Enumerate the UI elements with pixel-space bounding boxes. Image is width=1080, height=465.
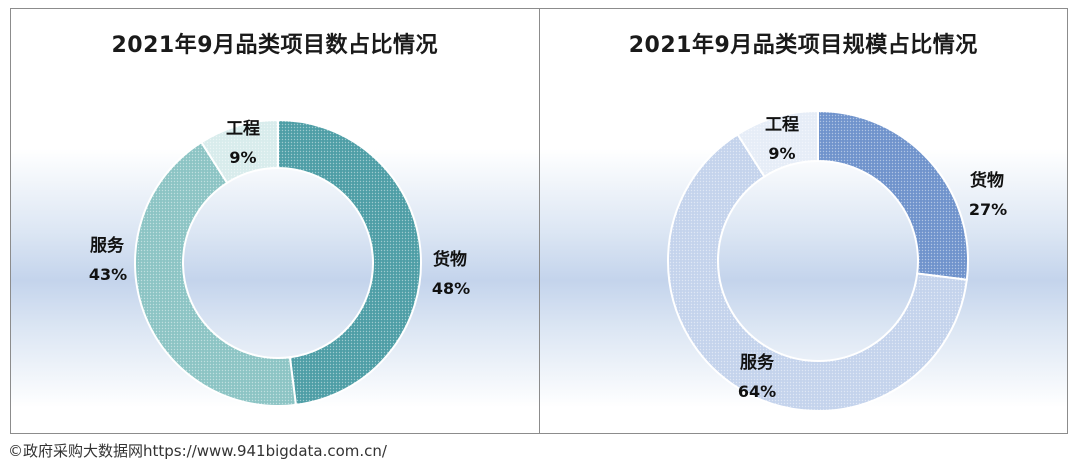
slice-value-label: 64% — [737, 382, 775, 401]
chart-title: 2021年9月品类项目规模占比情况 — [628, 33, 978, 58]
chart-title: 2021年9月品类项目数占比情况 — [111, 33, 439, 58]
slice-category-label: 货物 — [970, 170, 1004, 191]
slice-category-label: 工程 — [226, 119, 260, 139]
charts-container: 2021年9月品类项目数占比情况 货物 48% 服务 43% 工程 9% 2021年9月品… — [10, 8, 1068, 434]
copyright-footer: ©政府采购大数据网https://www.941bigdata.com.cn/ — [8, 442, 387, 460]
donut-chart-count: 货物 48% 服务 43% 工程 9% — [89, 118, 470, 407]
donut-slice-0 — [277, 118, 422, 406]
slice-category-label: 服务 — [740, 352, 775, 373]
donut-slice-2 — [735, 109, 819, 178]
donut-slice-1 — [134, 140, 298, 407]
slice-category-label: 工程 — [765, 115, 799, 135]
slice-value-label: 27% — [968, 200, 1006, 219]
donut-slice-0 — [816, 109, 969, 281]
chart-panel-scale: 2021年9月品类项目规模占比情况 货物 27% 服务 64% 工程 9% — [538, 9, 1067, 433]
slice-value-label: 9% — [768, 144, 795, 163]
slice-value-label: 48% — [432, 279, 470, 298]
slice-category-label: 服务 — [90, 235, 125, 256]
slice-value-label: 9% — [229, 148, 256, 167]
donut-slice-1 — [666, 132, 968, 412]
donut-slice-2 — [199, 118, 279, 185]
slice-value-label: 43% — [89, 265, 127, 284]
chart-panel-count: 2021年9月品类项目数占比情况 货物 48% 服务 43% 工程 9% — [11, 9, 539, 433]
donut-chart-scale: 货物 27% 服务 64% 工程 9% — [666, 109, 1007, 412]
slice-category-label: 货物 — [433, 249, 467, 270]
